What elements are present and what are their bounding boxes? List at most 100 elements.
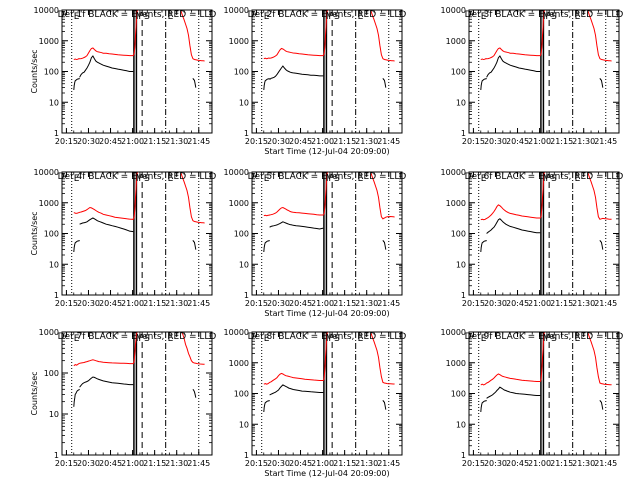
y-tick-label: 10000	[224, 168, 249, 177]
event-marker-label: S	[551, 174, 557, 184]
y-tick-label: 1	[54, 129, 59, 138]
events-series-line	[79, 376, 134, 388]
detector-panel-9: 1 10 100 1000 10000 20:1520:3020:4521:0021:15…	[441, 328, 624, 468]
lld-series-line	[73, 10, 138, 61]
y-tick-label: 10	[49, 260, 59, 269]
events-series-line	[79, 217, 134, 233]
events-series-line	[486, 218, 541, 234]
event-marker-label: F	[328, 334, 333, 344]
y-tick-label: 10000	[224, 6, 249, 15]
detector-panel-4: 1 10 100 1000 10000 20:1520:3020:4521:0021:15…	[30, 168, 217, 308]
x-tick-label: 21:00	[528, 137, 551, 146]
y-tick-label: 100	[44, 68, 59, 77]
event-marker-label: E	[74, 12, 80, 22]
lld-series-line	[480, 332, 545, 386]
events-series-line	[486, 386, 541, 399]
y-tick-label: 10000	[34, 168, 59, 177]
x-tick-label: 21:45	[377, 459, 400, 468]
events-series-line	[73, 77, 80, 91]
x-tick-label: 20:30	[484, 137, 507, 146]
lld-series-line	[180, 10, 205, 62]
events-series-line	[263, 77, 270, 91]
panel-title: Det 2f BLACK = Events, RED = LLD	[248, 10, 407, 20]
y-tick-label: 100	[451, 68, 466, 77]
x-tick-label: 20:15	[55, 299, 78, 308]
events-series-line	[480, 77, 487, 91]
x-axis-title: Start Time (12-Jul-04 20:09:00)	[264, 469, 389, 478]
x-tick-label: 21:45	[377, 137, 400, 146]
x-tick-label: 21:15	[333, 459, 356, 468]
event-marker-label: I	[326, 334, 329, 344]
y-tick-label: 1000	[39, 199, 59, 208]
event-marker-label: E	[481, 334, 487, 344]
event-marker-label: F	[328, 12, 333, 22]
events-series-line	[382, 400, 387, 410]
x-tick-label: 20:30	[267, 137, 290, 146]
x-tick-label: 21:15	[333, 137, 356, 146]
lld-series-line	[480, 10, 545, 61]
y-tick-label: 10	[456, 98, 466, 107]
detector-panel-1: 1 10 100 1000 10000 20:1520:3020:4521:0021:15…	[30, 6, 217, 146]
lld-series-line	[370, 10, 395, 62]
y-tick-label: 100	[44, 230, 59, 239]
y-tick-label: 10000	[34, 6, 59, 15]
lld-series-line	[181, 332, 205, 365]
x-tick-label: 20:30	[77, 299, 100, 308]
y-tick-label: 1000	[446, 37, 466, 46]
x-tick-label: 20:45	[506, 137, 529, 146]
x-tick-label: 20:45	[99, 137, 122, 146]
y-tick-label: 100	[234, 390, 249, 399]
x-tick-label: 21:30	[572, 299, 595, 308]
event-marker-label: S	[144, 174, 150, 184]
event-marker-label: F	[138, 12, 143, 22]
x-tick-label: 20:15	[462, 459, 485, 468]
x-tick-label: 21:30	[355, 137, 378, 146]
event-marker-label: I	[136, 174, 139, 184]
events-series-line	[73, 388, 80, 407]
detector-panel-6: 1 10 100 1000 10000 20:1520:3020:4521:0021:15…	[441, 168, 624, 308]
panel-title: Det 9f BLACK = Events, RED = LLD	[465, 332, 624, 342]
x-tick-label: 20:15	[245, 299, 268, 308]
event-marker-label: F	[328, 174, 333, 184]
detector-panel-2: 1 10 100 1000 10000 20:1520:3020:4521:0021:15…	[224, 6, 407, 156]
y-axis-label: Counts/sec	[30, 371, 39, 415]
event-marker-label: E	[481, 12, 487, 22]
y-tick-label: 1	[244, 291, 249, 300]
x-tick-label: 20:15	[462, 137, 485, 146]
x-tick-label: 20:45	[506, 459, 529, 468]
y-tick-label: 1000	[229, 37, 249, 46]
y-tick-label: 1000	[229, 359, 249, 368]
y-tick-label: 100	[234, 68, 249, 77]
x-tick-label: 21:15	[143, 299, 166, 308]
x-tick-label: 20:45	[289, 299, 312, 308]
panel-title: Det 5f BLACK = Events, RED = LLD	[248, 172, 407, 182]
x-tick-label: 21:45	[594, 299, 617, 308]
x-tick-label: 21:00	[528, 459, 551, 468]
x-tick-label: 21:30	[572, 459, 595, 468]
y-axis-label: Counts/sec	[30, 49, 39, 93]
y-axis-label: Counts/sec	[30, 211, 39, 255]
detector-panel-8: 1 10 100 1000 10000 20:1520:3020:4521:0021:15…	[224, 328, 407, 478]
y-tick-label: 1	[461, 451, 466, 460]
event-marker-label: S	[551, 334, 557, 344]
events-series-line	[79, 55, 134, 78]
x-tick-label: 20:15	[462, 299, 485, 308]
x-tick-label: 21:00	[121, 459, 144, 468]
event-marker-label: E	[264, 174, 270, 184]
x-tick-label: 21:45	[594, 459, 617, 468]
lld-series-line	[263, 332, 328, 385]
events-series-line	[192, 240, 197, 250]
y-tick-label: 10	[456, 420, 466, 429]
event-marker-label: E	[168, 12, 174, 22]
panel-title: Det 4f BLACK = Events, RED = LLD	[58, 172, 217, 182]
y-tick-label: 1000	[39, 328, 59, 337]
panel-title: Det 1f BLACK = Events, RED = LLD	[58, 10, 217, 20]
x-tick-label: 21:00	[121, 137, 144, 146]
x-tick-label: 21:45	[187, 459, 210, 468]
events-series-line	[192, 388, 197, 398]
event-marker-label: E	[264, 334, 270, 344]
event-marker-label: E	[575, 12, 581, 22]
x-tick-label: 21:45	[187, 137, 210, 146]
event-marker-label: S	[334, 174, 340, 184]
